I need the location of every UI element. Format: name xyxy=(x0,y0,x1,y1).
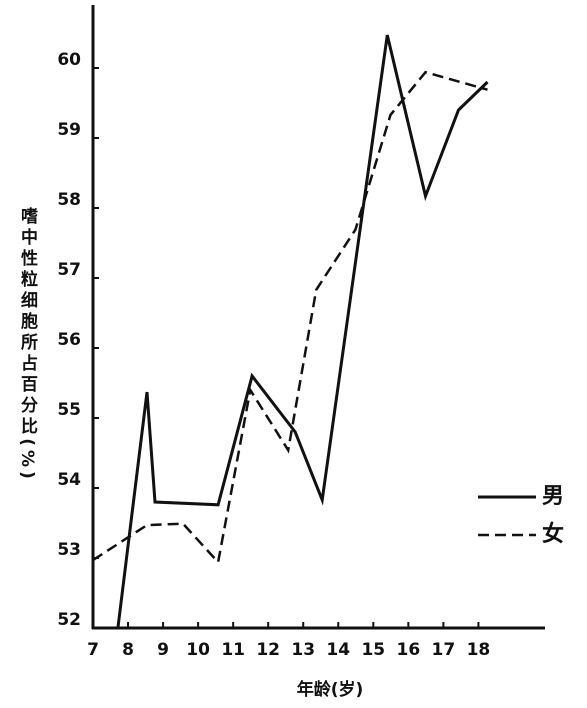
y-tick-label: 53 xyxy=(57,540,81,560)
y-tick-label: 56 xyxy=(57,330,81,350)
x-tick-label: 12 xyxy=(256,640,280,660)
data-line xyxy=(92,70,488,565)
y-tick-label: 54 xyxy=(57,470,81,490)
x-tick-label: 9 xyxy=(157,640,169,660)
y-tick-label: 58 xyxy=(57,190,81,210)
y-axis-title: 嗜中性粒细胞所占百分比(%) xyxy=(17,207,38,483)
x-tick-label: 8 xyxy=(122,640,134,660)
x-tick-label: 14 xyxy=(326,640,350,660)
legend-label: 女 xyxy=(542,521,564,547)
x-tick-label: 17 xyxy=(432,640,456,660)
y-tick-label: 60 xyxy=(57,50,81,70)
x-tick-label: 11 xyxy=(221,640,245,660)
x-tick-label: 10 xyxy=(186,640,210,660)
x-tick-label: 7 xyxy=(87,640,99,660)
x-axis-title: 年龄(岁) xyxy=(297,679,364,700)
y-tick-label: 55 xyxy=(57,400,81,420)
data-line xyxy=(116,34,489,629)
y-tick-label: 52 xyxy=(57,610,81,630)
y-tick-label: 59 xyxy=(57,120,81,140)
x-tick-label: 16 xyxy=(397,640,421,660)
legend-label: 男 xyxy=(542,484,564,509)
x-tick-label: 18 xyxy=(467,640,491,660)
y-tick-label: 57 xyxy=(57,260,81,280)
x-tick-label: 13 xyxy=(291,640,315,660)
x-tick-label: 15 xyxy=(361,640,385,660)
